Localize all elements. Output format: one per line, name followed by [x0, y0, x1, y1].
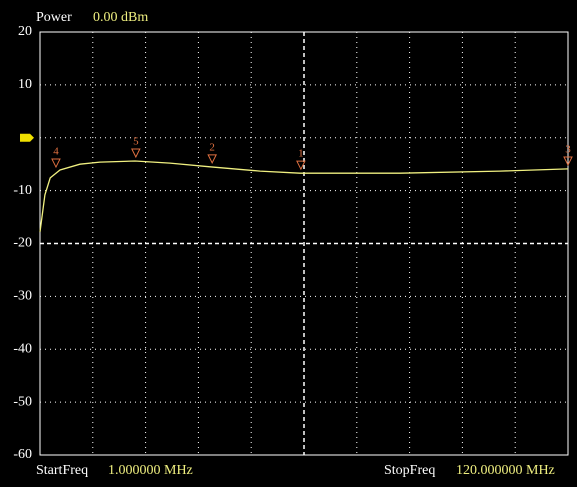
marker-label: 1 [298, 148, 304, 160]
marker-label: 4 [53, 146, 59, 158]
stop-label: StopFreq [384, 463, 435, 478]
y-tick-label: -30 [13, 289, 32, 304]
y-tick-label: 10 [18, 77, 32, 92]
stop-value: 120.000000 MHz [456, 463, 555, 478]
power-label: Power [36, 10, 72, 25]
marker [51, 158, 61, 169]
marker [296, 160, 306, 171]
y-tick-label: -60 [13, 447, 32, 462]
y-tick-label: -50 [13, 394, 32, 409]
marker-label: 5 [133, 136, 139, 148]
start-value: 1.000000 MHz [108, 463, 193, 478]
marker-label: 2 [209, 141, 215, 153]
y-tick-label: 20 [18, 24, 32, 39]
power-value: 0.00 dBm [93, 10, 148, 25]
y-tick-label: -10 [13, 183, 32, 198]
marker [207, 154, 217, 164]
trace [39, 160, 569, 232]
marker-label: 3 [565, 143, 571, 155]
ref-level-arrow [20, 133, 34, 142]
start-label: StartFreq [36, 463, 88, 478]
marker [563, 156, 573, 167]
marker [131, 148, 141, 159]
y-tick-label: -20 [13, 236, 32, 251]
y-tick-label: -40 [13, 341, 32, 356]
